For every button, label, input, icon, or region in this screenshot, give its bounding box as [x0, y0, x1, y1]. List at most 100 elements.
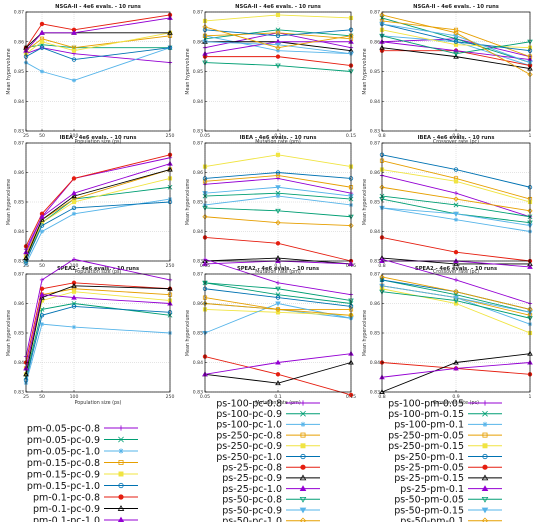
- data-point: [71, 78, 77, 83]
- data-point: [71, 176, 77, 181]
- series-line: [381, 257, 530, 265]
- data-point: [453, 295, 459, 301]
- legend-marker: [482, 453, 488, 460]
- data-point: [202, 257, 208, 262]
- y-tick-label: 0.85: [193, 69, 203, 75]
- legend-marker: [118, 471, 124, 477]
- legend-label: ps-250-pc-0.9: [216, 441, 282, 452]
- series-line: [25, 163, 171, 253]
- y-tick-label: 0.85: [193, 331, 203, 337]
- legend-marker: [299, 517, 307, 522]
- x-tick-label: 0.8: [378, 133, 385, 139]
- data-point: [71, 190, 77, 196]
- data-point: [275, 359, 281, 365]
- legend-marker: [482, 432, 488, 438]
- x-tick-label: 0.05: [200, 394, 210, 400]
- y-axis-label: Mean hypervolume: [6, 48, 12, 94]
- y-tick-label: 0.87: [370, 272, 380, 278]
- legend-label: pm-0.1-pc-1.0: [33, 515, 100, 522]
- data-point: [71, 29, 77, 35]
- legend-label: ps-100-pc-1.0: [216, 420, 282, 431]
- legend-item: ps-50-pc-0.9: [222, 505, 320, 516]
- legend-item: ps-250-pm-0.1: [394, 452, 502, 463]
- legend-marker: [299, 485, 307, 491]
- y-tick-label: 0.86: [193, 39, 203, 45]
- chart-title: IBEA - 4e6 evals. - 10 runs: [60, 135, 137, 141]
- series-6: [23, 45, 173, 62]
- series-7: [23, 152, 173, 249]
- x-tick-label: 0.05: [200, 263, 210, 269]
- series-line: [25, 201, 171, 262]
- x-tick-label: 1: [529, 133, 532, 139]
- data-point: [23, 261, 29, 267]
- legend-label: ps-100-pm-0.05: [388, 398, 464, 409]
- legend-marker: [300, 432, 306, 438]
- series-line: [204, 207, 352, 218]
- x-tick-label: 0.9: [452, 263, 459, 269]
- series-line: [204, 32, 352, 40]
- series-line: [381, 154, 531, 188]
- legend-item: ps-25-pm-0.15: [394, 473, 502, 484]
- y-tick-label: 0.83: [193, 129, 203, 135]
- y-tick-label: 0.83: [370, 390, 380, 396]
- legend-item: ps-100-pc-0.8: [216, 398, 320, 409]
- legend-label: ps-250-pm-0.05: [388, 430, 464, 441]
- series-line: [204, 282, 352, 301]
- y-tick-label: 0.85: [370, 200, 380, 206]
- data-point: [453, 217, 459, 222]
- legend-marker: [118, 448, 124, 454]
- legend-label: ps-25-pm-0.05: [394, 463, 464, 474]
- gridlines: [381, 142, 531, 262]
- legend-marker: [117, 505, 125, 511]
- legend-label: ps-250-pc-0.8: [216, 430, 282, 441]
- legend-item: pm-0.15-pc-0.9: [27, 469, 138, 480]
- series-line: [25, 258, 171, 357]
- legend-label: pm-0.15-pc-1.0: [27, 481, 100, 492]
- legend-marker: [118, 460, 124, 465]
- data-point: [39, 277, 45, 282]
- series-10: [202, 205, 354, 220]
- chart-title: IBEA - 4e6 evals. - 10 runs: [240, 135, 317, 141]
- data-point: [527, 263, 533, 269]
- data-point: [71, 325, 77, 330]
- legend-label: ps-50-pm-0.15: [394, 505, 464, 516]
- data-point: [453, 202, 459, 208]
- legend-marker: [481, 517, 489, 522]
- chart-panel-4: IBEA - 4e6 evals. - 10 runs 0.83 0.84 0.85 0…: [6, 135, 174, 275]
- legend-label: ps-25-pm-0.15: [394, 473, 464, 484]
- x-tick-label: 1: [529, 263, 532, 269]
- data-point: [453, 30, 459, 36]
- x-axis-label: Mutation rate (pm): [255, 400, 301, 406]
- legend-item: ps-25-pc-1.0: [222, 484, 320, 495]
- legend-marker: [299, 496, 307, 503]
- legend-marker: [300, 410, 306, 417]
- data-point: [71, 199, 77, 205]
- data-point: [275, 30, 281, 35]
- legend-item: ps-100-pm-0.1: [394, 420, 502, 431]
- data-point: [275, 306, 281, 313]
- legend-item: ps-250-pc-0.8: [216, 430, 320, 441]
- series-line: [25, 157, 171, 250]
- data-point: [453, 191, 459, 196]
- data-point: [275, 173, 281, 178]
- series-7: [202, 54, 354, 68]
- data-point: [39, 313, 45, 318]
- series-line: [25, 47, 171, 61]
- legend-item: pm-0.05-pc-1.0: [27, 446, 138, 457]
- data-point: [275, 190, 281, 196]
- x-tick-label: 25: [23, 394, 29, 400]
- legend-item: ps-50-pc-0.8: [222, 495, 320, 506]
- series-line: [25, 47, 171, 64]
- legend-item: pm-0.05-pc-0.9: [27, 435, 138, 446]
- x-tick-label: 250: [166, 133, 175, 139]
- data-point: [453, 359, 459, 365]
- legend-label: ps-250-pm-0.15: [388, 441, 464, 452]
- y-axis-label: Mean hypervolume: [185, 48, 191, 94]
- x-tick-label: 50: [39, 133, 45, 139]
- y-tick-label: 0.86: [193, 170, 203, 176]
- legend-label: ps-250-pm-0.1: [394, 452, 464, 463]
- data-point: [39, 39, 45, 44]
- data-point: [39, 286, 45, 291]
- data-point: [71, 57, 77, 62]
- data-point: [275, 208, 281, 214]
